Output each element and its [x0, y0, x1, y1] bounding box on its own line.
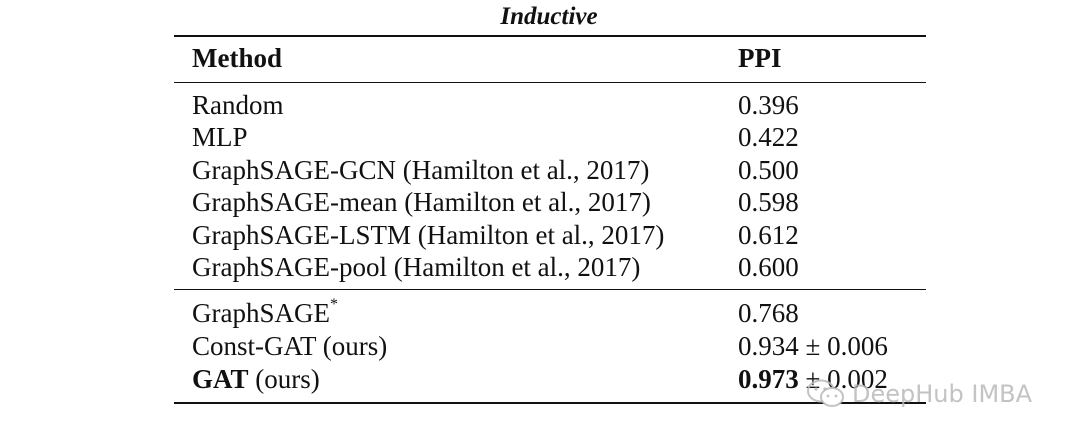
top-rule: [174, 35, 926, 37]
watermark-text: DeepHub IMBA: [852, 380, 1033, 408]
asterisk-mark: *: [329, 296, 338, 313]
ppi-mlp: 0.422: [738, 122, 799, 152]
ppi-gat-value: 0.973: [738, 364, 799, 394]
ppi-graphsage-mean: 0.598: [738, 187, 799, 217]
method-graphsage-gcn: GraphSAGE-GCN (Hamilton et al., 2017): [192, 155, 650, 185]
method-graphsage-lstm: GraphSAGE-LSTM (Hamilton et al., 2017): [192, 220, 665, 250]
header-ppi: PPI: [738, 43, 782, 73]
header-method: Method: [192, 43, 282, 73]
ppi-graphsage-gcn: 0.500: [738, 155, 799, 185]
method-mlp: MLP: [192, 122, 248, 152]
method-gat-bold: GAT: [192, 364, 249, 394]
method-gat: GAT (ours): [192, 363, 320, 395]
ppi-graphsage-lstm: 0.612: [738, 220, 799, 250]
ppi-const-gat-error: ± 0.006: [805, 331, 888, 361]
method-gat-suffix: (ours): [255, 364, 320, 394]
method-const-gat: Const-GAT (ours): [192, 331, 388, 361]
header-rule: [174, 82, 926, 83]
method-random: Random: [192, 90, 284, 120]
method-graphsage-star: GraphSAGE*: [192, 297, 338, 329]
ppi-const-gat: 0.934 ± 0.006: [738, 330, 888, 362]
method-graphsage-mean: GraphSAGE-mean (Hamilton et al., 2017): [192, 187, 651, 217]
method-graphsage-star-label: GraphSAGE: [192, 298, 330, 328]
ppi-random: 0.396: [738, 90, 799, 120]
ppi-graphsage-star: 0.768: [738, 298, 799, 328]
bottom-rule: [174, 402, 926, 404]
ppi-gat: 0.973 ± 0.002: [738, 363, 888, 395]
group-separator-rule: [174, 289, 926, 290]
wechat-icon: [807, 379, 844, 407]
method-graphsage-pool: GraphSAGE-pool (Hamilton et al., 2017): [192, 252, 641, 282]
watermark: DeepHub IMBA: [806, 376, 1032, 412]
table-caption: Inductive: [500, 3, 598, 30]
ppi-graphsage-pool: 0.600: [738, 252, 799, 282]
ppi-const-gat-value: 0.934: [738, 331, 799, 361]
ppi-gat-error: ± 0.002: [805, 364, 888, 394]
